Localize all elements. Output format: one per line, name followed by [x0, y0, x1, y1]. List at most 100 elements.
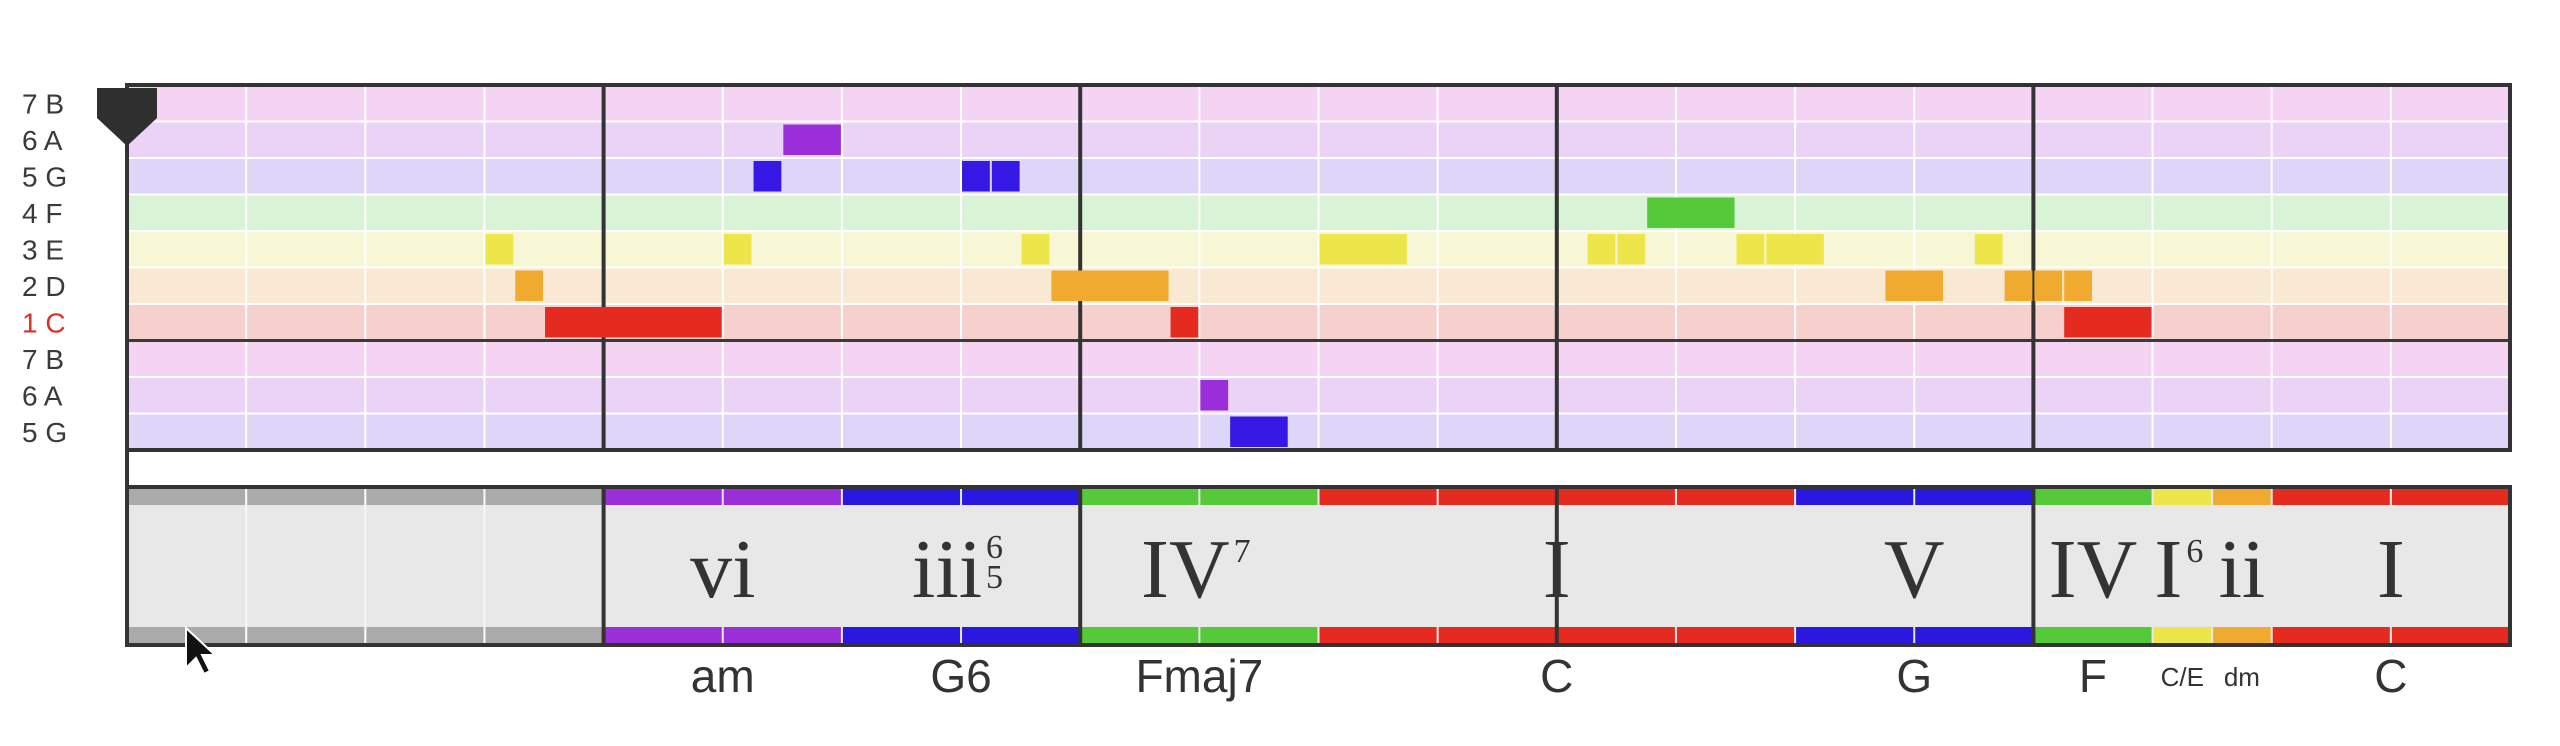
- pitch-grid[interactable]: [125, 83, 2512, 646]
- note-block[interactable]: [1647, 197, 1735, 229]
- chord-strip-top: [485, 487, 603, 505]
- note-block[interactable]: [1885, 270, 1944, 302]
- note-block[interactable]: [991, 161, 1020, 192]
- chord-strip-bottom: [2272, 627, 2390, 645]
- note-block[interactable]: [2004, 270, 2033, 302]
- chord-strip-top: [604, 487, 722, 505]
- row-label: 6 A: [22, 380, 63, 411]
- chord-name: C/E: [2161, 662, 2204, 692]
- roman-numeral: I: [2154, 523, 2182, 616]
- chord-lane-border: [125, 485, 2512, 647]
- chord-strip-top: [842, 487, 961, 505]
- inversion-figure: 6: [2186, 533, 2203, 570]
- chord-name: Fmaj7: [1135, 650, 1263, 702]
- row-label: 7 B: [22, 88, 64, 119]
- chord-strip-bottom: [2034, 627, 2152, 645]
- note-block[interactable]: [783, 124, 841, 156]
- chord-name: dm: [2224, 662, 2260, 692]
- chord-strip-bottom: [247, 627, 365, 645]
- chord-strip-top: [2153, 487, 2212, 505]
- note-block[interactable]: [1051, 270, 1169, 302]
- chord-lane[interactable]: viiii65IV7IVIVI6iiI: [125, 485, 2512, 647]
- chord-strip-top: [2272, 487, 2390, 505]
- note-block[interactable]: [2034, 270, 2063, 302]
- row-label: 7 B: [22, 344, 64, 375]
- chord-strip-bottom: [842, 627, 961, 645]
- chord-strip-bottom: [1319, 627, 1437, 645]
- chord-lane-background: [127, 487, 2510, 645]
- chord-name: C: [2374, 650, 2407, 702]
- melody-notes[interactable]: [485, 124, 2152, 448]
- note-block[interactable]: [2064, 307, 2152, 338]
- inversion-figure: 5: [986, 559, 1003, 596]
- chord-strip-top: [1915, 487, 2033, 505]
- note-block[interactable]: [485, 234, 514, 265]
- chord-strip-bottom: [2213, 627, 2271, 645]
- note-block[interactable]: [1766, 234, 1824, 265]
- chord-strip-top: [2391, 487, 2509, 505]
- chord-strip-top: [2213, 487, 2271, 505]
- chord-name: G6: [930, 650, 991, 702]
- roman-numeral: I: [2377, 523, 2405, 616]
- roman-numeral: iii: [912, 523, 982, 616]
- chord-strip-bottom: [723, 627, 841, 645]
- chord-strip-bottom: [604, 627, 722, 645]
- chord-strip-top: [1796, 487, 1914, 505]
- note-block[interactable]: [753, 161, 782, 192]
- chord-strip-top: [1438, 487, 1556, 505]
- chord-strip-top: [128, 487, 246, 505]
- note-block[interactable]: [2064, 270, 2092, 302]
- chord-strip-top: [1081, 487, 1199, 505]
- note-block[interactable]: [1587, 234, 1616, 265]
- chord-strip-top: [1557, 487, 1675, 505]
- row-label: 2 D: [22, 271, 66, 302]
- chord-strip-top: [1200, 487, 1318, 505]
- chord-name-labels: am G6 Fmaj7 C G F C/E dm C: [691, 650, 2408, 702]
- row-label: 6 A: [22, 125, 63, 156]
- chord-strip-top: [2034, 487, 2152, 505]
- roman-numeral: V: [1884, 523, 1945, 616]
- row-label: 5 G: [22, 161, 67, 192]
- chord-strip-bottom: [1200, 627, 1318, 645]
- roman-numeral: ii: [2219, 523, 2266, 616]
- chord-strip-top: [247, 487, 365, 505]
- chord-strip-bottom: [485, 627, 603, 645]
- note-block[interactable]: [962, 161, 990, 192]
- playhead-icon[interactable]: [97, 88, 157, 146]
- chord-name: G: [1896, 650, 1932, 702]
- row-label: 1 C: [22, 307, 66, 338]
- note-block[interactable]: [1617, 234, 1646, 265]
- chord-name: C: [1540, 650, 1573, 702]
- row-label: 4 F: [22, 198, 62, 229]
- note-block[interactable]: [1974, 234, 2003, 265]
- note-block[interactable]: [1021, 234, 1050, 265]
- note-block[interactable]: [1736, 234, 1765, 265]
- chord-strip-bottom: [366, 627, 484, 645]
- note-block[interactable]: [545, 307, 722, 338]
- note-block[interactable]: [1230, 416, 1288, 448]
- row-label: 5 G: [22, 417, 67, 448]
- chord-strip-bottom: [1557, 627, 1675, 645]
- chord-strip-bottom: [1438, 627, 1556, 645]
- chord-strip-bottom: [2153, 627, 2212, 645]
- chord-strip-bottom: [1676, 627, 1795, 645]
- chord-name: F: [2079, 650, 2107, 702]
- roman-numeral: IV: [1141, 523, 1230, 616]
- chord-strip-top: [962, 487, 1080, 505]
- chord-name: am: [691, 650, 755, 702]
- roman-numeral: vi: [690, 523, 755, 616]
- note-block[interactable]: [515, 270, 544, 302]
- inversion-figure: 7: [1234, 533, 1251, 570]
- inversion-figure: 6: [986, 529, 1003, 566]
- chord-strip-top: [1676, 487, 1795, 505]
- note-block[interactable]: [1170, 307, 1199, 338]
- note-block[interactable]: [1200, 380, 1229, 411]
- note-block[interactable]: [723, 234, 752, 265]
- pitch-row-labels: 7 B 6 A 5 G 4 F 3 E 2 D 1 C 7 B 6 A 5 G: [22, 88, 67, 448]
- chord-strip-bottom: [2391, 627, 2509, 645]
- mouse-pointer-icon: [185, 625, 218, 676]
- note-block[interactable]: [1319, 234, 1407, 265]
- playhead-marker[interactable]: [97, 88, 157, 146]
- chord-strip-top: [1319, 487, 1437, 505]
